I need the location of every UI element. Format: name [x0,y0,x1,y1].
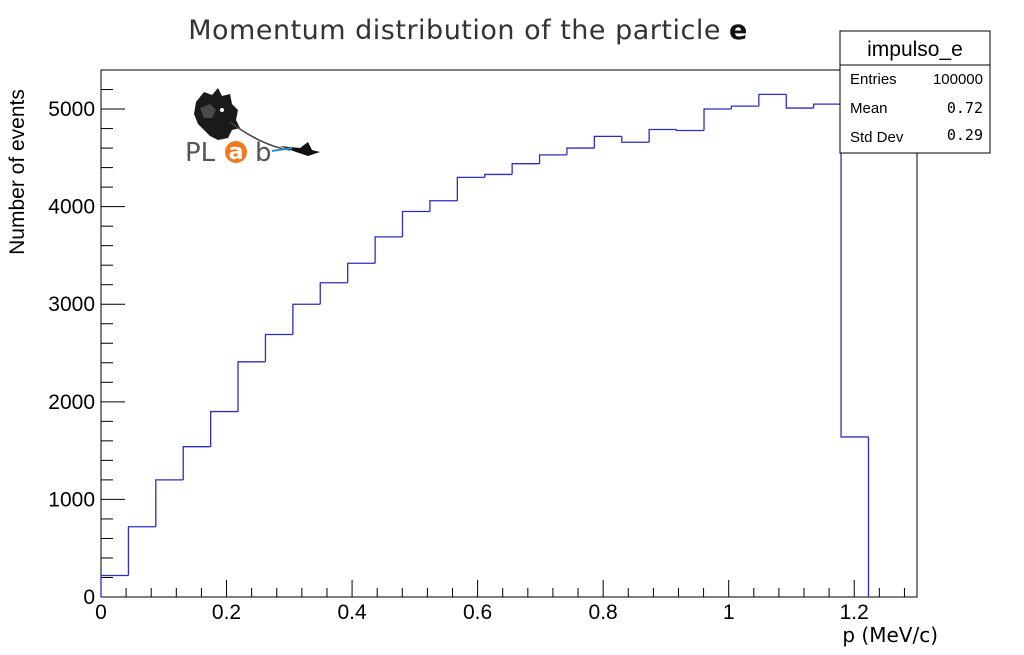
stats-mean-label: Mean [850,100,888,117]
logo-text-left: PL [185,138,216,168]
histogram-bin [703,108,732,131]
y-tick-label: 4000 [48,196,95,219]
x-axis-tick-labels: 0 0.2 0.4 0.6 0.8 1 1.2 [95,601,869,624]
histogram-bin [785,94,814,109]
histogram-bins [100,93,870,597]
histogram-bin [538,154,567,164]
histogram-bin [484,173,513,178]
histogram-bin [730,105,759,110]
x-tick-label: 0.8 [589,601,618,624]
histogram-bin [347,262,376,283]
histogram-bin [456,176,485,201]
y-tick-label: 1000 [48,488,95,511]
histogram-bin [210,410,239,447]
histogram-bin [374,236,403,264]
plot-frame [100,69,918,598]
y-axis-ticks [101,69,125,598]
y-tick-label: 5000 [48,98,95,121]
histogram-bin [812,103,842,109]
stats-box: impulso_e Entries 100000 Mean 0.72 Std D… [839,30,991,154]
y-axis-tick-labels: 0 1000 2000 3000 4000 5000 [48,98,95,609]
histogram-bin [675,129,705,132]
plab-logo: PL a b [185,88,320,168]
histogram-bin [319,282,348,305]
histogram-bin [840,104,869,438]
histogram-bin [237,361,266,412]
logo-accent-line [271,147,293,152]
y-tick-label: 0 [83,586,95,609]
histogram-bin [566,147,595,155]
stats-mean-value: 0.72 [947,99,983,117]
stats-stddev-label: Std Dev [850,129,904,146]
x-tick-label: 0 [95,601,107,624]
histogram-bin [264,333,293,362]
histogram-bin [292,303,321,335]
wolf-head-icon [194,88,240,140]
logo-circle-letter: a [229,140,244,165]
stats-stddev-value: 0.29 [947,126,983,144]
y-tick-label: 2000 [48,391,95,414]
x-tick-label: 0.2 [212,601,241,624]
x-tick-label: 0.6 [463,601,492,624]
x-axis-ticks [100,580,905,597]
logo-text-right: b [255,138,272,168]
y-axis-title: Number of events [6,89,29,255]
x-tick-label: 1 [723,601,735,624]
histogram-bin [758,93,787,107]
histogram-bin [127,526,156,576]
chart-title-main: Momentum distribution of the particle [188,15,721,46]
histogram-bin [100,574,129,597]
histogram-bin [155,479,184,527]
histogram-bin [429,200,458,212]
histogram-bin [401,210,430,237]
stats-entries-label: Entries [850,71,897,88]
stats-box-name: impulso_e [867,38,963,61]
histogram-bin [182,446,211,480]
x-axis-title: p (MeV/c) [842,623,938,647]
stats-box-frame [839,30,991,154]
histogram-bin [593,135,622,149]
y-tick-label: 3000 [48,293,95,316]
x-tick-label: 0.4 [337,601,367,624]
histogram-bin [648,128,677,143]
chart-title-particle: e [729,15,748,46]
stats-entries-value: 100000 [933,71,983,88]
histogram-bin [511,163,540,175]
chart-title: Momentum distribution of the particle e [188,15,748,46]
histogram-bin [621,136,650,143]
x-tick-label: 1.2 [840,601,869,624]
logo-circle [225,141,247,163]
